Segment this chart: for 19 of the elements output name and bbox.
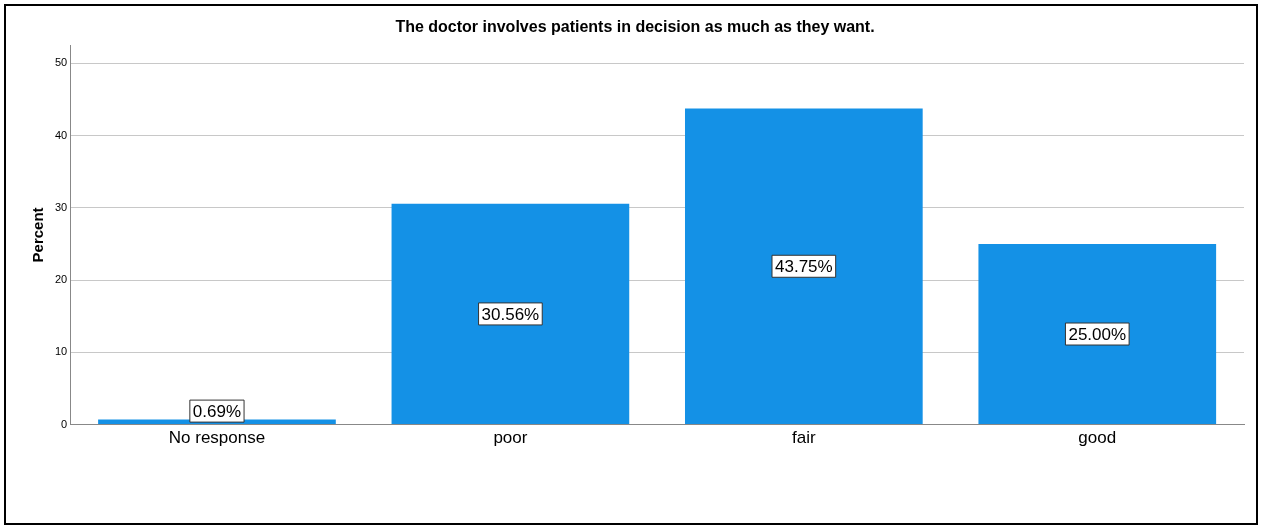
- y-tick-label: 50: [54, 56, 68, 69]
- bar: [685, 108, 923, 425]
- y-tick-label: 30: [54, 200, 68, 213]
- data-label: 43.75%: [775, 256, 833, 276]
- chart-title: The doctor involves patients in decision as much as they want.: [395, 18, 875, 36]
- bar: [391, 203, 630, 425]
- bar: [978, 243, 1217, 425]
- y-tick-label: 10: [54, 345, 68, 358]
- x-tick-label: poor: [493, 428, 528, 448]
- data-label: 30.56%: [481, 304, 540, 324]
- x-tick-label: fair: [792, 428, 816, 448]
- y-tick-label: 40: [54, 128, 68, 141]
- data-label: 0.69%: [192, 401, 242, 421]
- y-axis-title: Percent: [29, 207, 47, 263]
- x-tick-label: good: [1078, 428, 1117, 448]
- x-tick-label: No response: [168, 428, 266, 448]
- y-tick-label: 20: [54, 273, 68, 286]
- y-tick-label: 0: [61, 417, 68, 430]
- data-label: 25.00%: [1068, 324, 1127, 344]
